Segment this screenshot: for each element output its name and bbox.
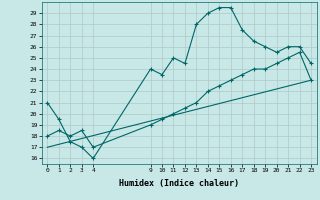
X-axis label: Humidex (Indice chaleur): Humidex (Indice chaleur) <box>119 179 239 188</box>
